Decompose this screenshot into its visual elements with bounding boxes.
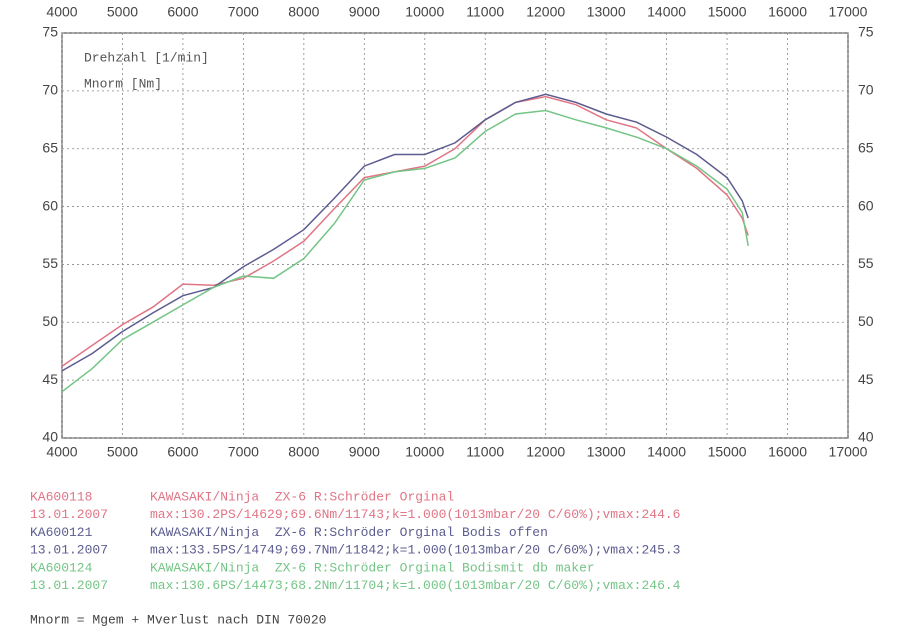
y-tick-label: 50 [42,313,58,329]
y-tick-label: 55 [42,255,58,271]
legend-id: KA600124 [30,560,93,575]
x-tick-label: 17000 [829,4,868,20]
series-line [61,95,749,367]
x-tick-label: 10000 [405,4,444,20]
x-tick-label: 11000 [466,444,504,460]
y-tick-label: 75 [42,24,58,40]
plot-frame [61,32,849,439]
legend-date: 13.01.2007 [30,507,108,522]
x-tick-label: 17000 [829,444,868,460]
x-tick-label: 9000 [349,4,380,20]
x-tick-label: 7000 [228,444,259,460]
x-tick-label: 8000 [288,444,319,460]
y-tick-label: 70 [858,82,874,98]
legend-name: KAWASAKI/Ninja ZX-6 R:Schröder Orginal [150,489,454,504]
x-tick-label: 13000 [587,444,626,460]
y-tick-label: 75 [858,24,874,40]
y-tick-label: 45 [42,371,58,387]
y-tick-label: 40 [42,429,58,445]
x-tick-label: 13000 [587,4,626,20]
x-tick-label: 12000 [526,444,565,460]
series-line [61,93,749,372]
legend-id: KA600121 [30,525,93,540]
x-tick-label: 4000 [46,444,77,460]
legend-stats: max:133.5PS/14749;69.7Nm/11842;k=1.000(1… [150,542,681,557]
x-tick-label: 9000 [349,444,380,460]
y-tick-label: 40 [858,429,874,445]
legend-date: 13.01.2007 [30,578,108,593]
x-tick-label: 12000 [526,4,565,20]
x-tick-label: 5000 [107,4,138,20]
legend-date: 13.01.2007 [30,542,108,557]
legend-name: KAWASAKI/Ninja ZX-6 R:Schröder Orginal B… [150,525,548,540]
x-tick-label: 15000 [708,444,747,460]
legend-stats: max:130.2PS/14629;69.6Nm/11743;k=1.000(1… [150,507,681,522]
x-tick-label: 8000 [288,4,319,20]
x-tick-label: 15000 [708,4,747,20]
y-tick-label: 65 [858,139,874,155]
legend-id: KA600118 [30,489,92,504]
x-tick-label: 16000 [768,444,807,460]
x-tick-label: 10000 [405,444,444,460]
x-tick-label: 11000 [466,4,504,20]
x-tick-label: 14000 [647,444,686,460]
x-tick-label: 4000 [46,4,77,20]
series-line [61,109,749,393]
y-tick-label: 45 [858,371,874,387]
x-tick-label: 5000 [107,444,138,460]
x-tick-label: 14000 [647,4,686,20]
footnote: Mnorm = Mgem + Mverlust nach DIN 70020 [30,612,326,627]
x-tick-label: 16000 [768,4,807,20]
x-tick-label: 6000 [167,444,198,460]
y-tick-label: 60 [42,197,58,213]
y-tick-label: 65 [42,139,58,155]
legend-name: KAWASAKI/Ninja ZX-6 R:Schröder Orginal B… [150,560,595,575]
legend-stats: max:130.6PS/14473;68.2Nm/11704;k=1.000(1… [150,578,681,593]
x-tick-label: 6000 [167,4,198,20]
y-tick-label: 55 [858,255,874,271]
y-axis-label: Mnorm [Nm] [84,76,162,91]
y-tick-label: 60 [858,197,874,213]
x-tick-label: 7000 [228,4,259,20]
x-axis-label: Drehzahl [1/min] [84,50,209,65]
y-tick-label: 50 [858,313,874,329]
y-tick-label: 70 [42,82,58,98]
